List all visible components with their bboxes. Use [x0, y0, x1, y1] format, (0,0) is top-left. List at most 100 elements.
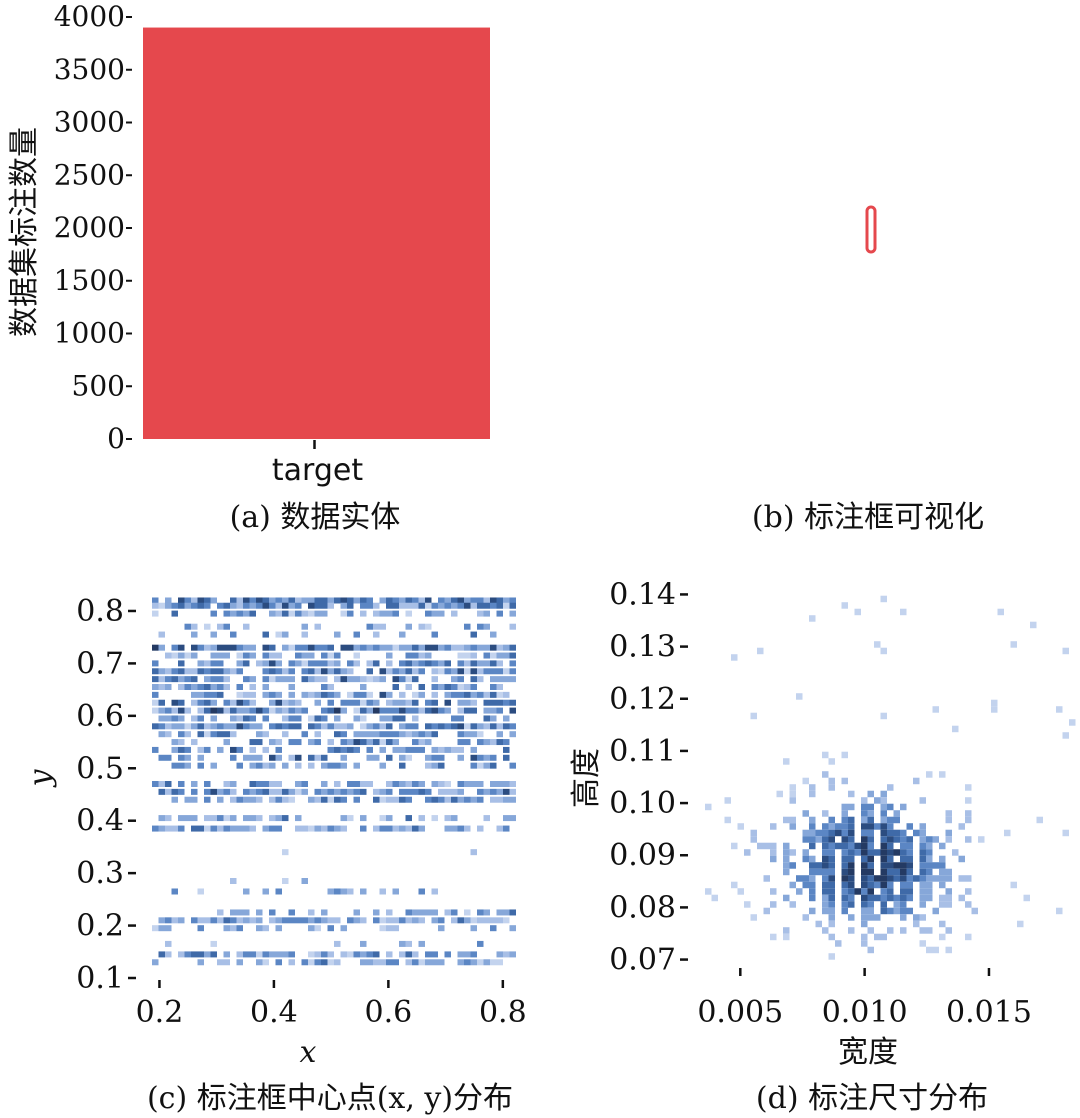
heat-cell-c — [288, 739, 295, 746]
heat-cell-c — [340, 746, 347, 753]
heat-cell-c — [412, 959, 419, 966]
heat-cell-d — [880, 894, 887, 902]
heat-cell-c — [353, 739, 360, 746]
heat-cell-d — [841, 875, 848, 882]
heat-cell-c — [353, 746, 360, 753]
y-axis-label-d: 高度 — [569, 748, 604, 808]
heat-cell-c — [321, 668, 328, 675]
heat-cell-c — [451, 644, 458, 651]
heat-cell-c — [262, 644, 269, 651]
heat-cell-d — [828, 842, 835, 850]
heat-cell-d — [802, 914, 809, 921]
heat-cell-c — [243, 909, 250, 916]
heat-cell-c — [269, 660, 276, 667]
heat-cell-c — [373, 610, 380, 617]
heat-cell-d — [926, 875, 933, 882]
heat-cell-d — [737, 823, 744, 830]
heat-cell-c — [223, 699, 230, 706]
heat-cell-c — [399, 691, 406, 698]
heat-cell-d — [711, 894, 718, 902]
heat-cell-d — [945, 810, 952, 817]
heat-cell-c — [464, 602, 471, 609]
heat-cell-c — [483, 959, 490, 966]
heat-cell-c — [503, 715, 510, 722]
heat-cell-c — [334, 676, 341, 683]
heat-cell-c — [399, 754, 406, 761]
x-tick-label-c: 0.2 — [136, 995, 184, 1030]
heat-cell-c — [431, 610, 438, 617]
heat-cell-c — [503, 746, 510, 753]
heat-cell-d — [867, 946, 874, 954]
y-axis-label-c: y — [23, 768, 58, 788]
x-tick-label-d: 0.010 — [822, 995, 908, 1030]
heat-cell-c — [178, 739, 185, 746]
heat-cell-c — [308, 739, 315, 746]
heat-cell-c — [438, 754, 445, 761]
heat-cell-d — [848, 823, 855, 830]
heat-cell-d — [945, 894, 952, 902]
heat-cell-d — [919, 901, 926, 908]
y-tick-label-a: 3000 — [54, 106, 125, 139]
heat-cell-c — [392, 888, 399, 895]
heat-cell-c — [503, 917, 510, 924]
heat-cell-c — [327, 644, 334, 651]
heat-cell-d — [809, 784, 816, 791]
heat-cell-c — [191, 623, 198, 630]
heat-cell-c — [191, 715, 198, 722]
heat-cell-c — [217, 825, 224, 832]
heat-cell-d — [770, 823, 777, 830]
heat-cell-c — [477, 825, 484, 832]
heat-cell-c — [191, 815, 198, 822]
heat-cell-d — [789, 881, 796, 889]
heat-cell-c — [457, 691, 464, 698]
heat-cell-c — [379, 739, 386, 746]
heat-cell-c — [496, 781, 503, 787]
heat-cell-c — [191, 951, 198, 958]
heat-cell-c — [236, 684, 243, 690]
heat-cell-c — [386, 602, 393, 609]
heat-cell-c — [334, 917, 341, 924]
heat-cell-c — [360, 723, 367, 730]
heat-cell-c — [249, 815, 256, 822]
heat-cell-c — [425, 959, 432, 966]
heat-cell-c — [256, 723, 263, 730]
heat-cell-c — [236, 909, 243, 916]
heat-cell-d — [861, 868, 868, 876]
heat-cell-c — [269, 699, 276, 706]
heat-cell-c — [340, 707, 347, 714]
heat-cell-c — [327, 660, 334, 667]
heat-cell-c — [158, 631, 165, 638]
heat-cell-c — [288, 684, 295, 690]
heat-cell-d — [861, 875, 868, 882]
heat-cell-c — [334, 597, 341, 604]
heat-cell-c — [178, 746, 185, 753]
heat-cell-c — [334, 631, 341, 638]
heat-cell-c — [295, 762, 302, 769]
heat-cell-c — [249, 644, 256, 651]
heat-cell-c — [230, 788, 237, 795]
heat-cell-c — [197, 691, 204, 698]
heat-cell-c — [178, 731, 185, 738]
heat-cell-c — [191, 699, 198, 706]
heat-cell-c — [347, 739, 354, 746]
heat-cell-c — [431, 762, 438, 769]
heat-cell-d — [841, 907, 848, 915]
heat-cell-c — [444, 723, 451, 730]
heat-cell-c — [425, 597, 432, 604]
heat-cell-c — [347, 781, 354, 787]
y-tick-label-d: 0.13 — [609, 630, 676, 665]
heat-cell-c — [392, 715, 399, 722]
heat-cell-c — [223, 951, 230, 958]
heat-cell-c — [353, 781, 360, 787]
heat-cell-c — [490, 644, 497, 651]
heat-cell-d — [750, 836, 757, 843]
heat-cell-c — [288, 707, 295, 714]
heat-cell-c — [360, 699, 367, 706]
heat-cell-d — [854, 849, 861, 856]
heat-cell-c — [243, 610, 250, 617]
heat-cell-c — [451, 723, 458, 730]
heat-cell-c — [399, 699, 406, 706]
heat-cell-d — [867, 829, 874, 837]
heat-cell-c — [379, 623, 386, 630]
heat-cell-c — [230, 631, 237, 638]
